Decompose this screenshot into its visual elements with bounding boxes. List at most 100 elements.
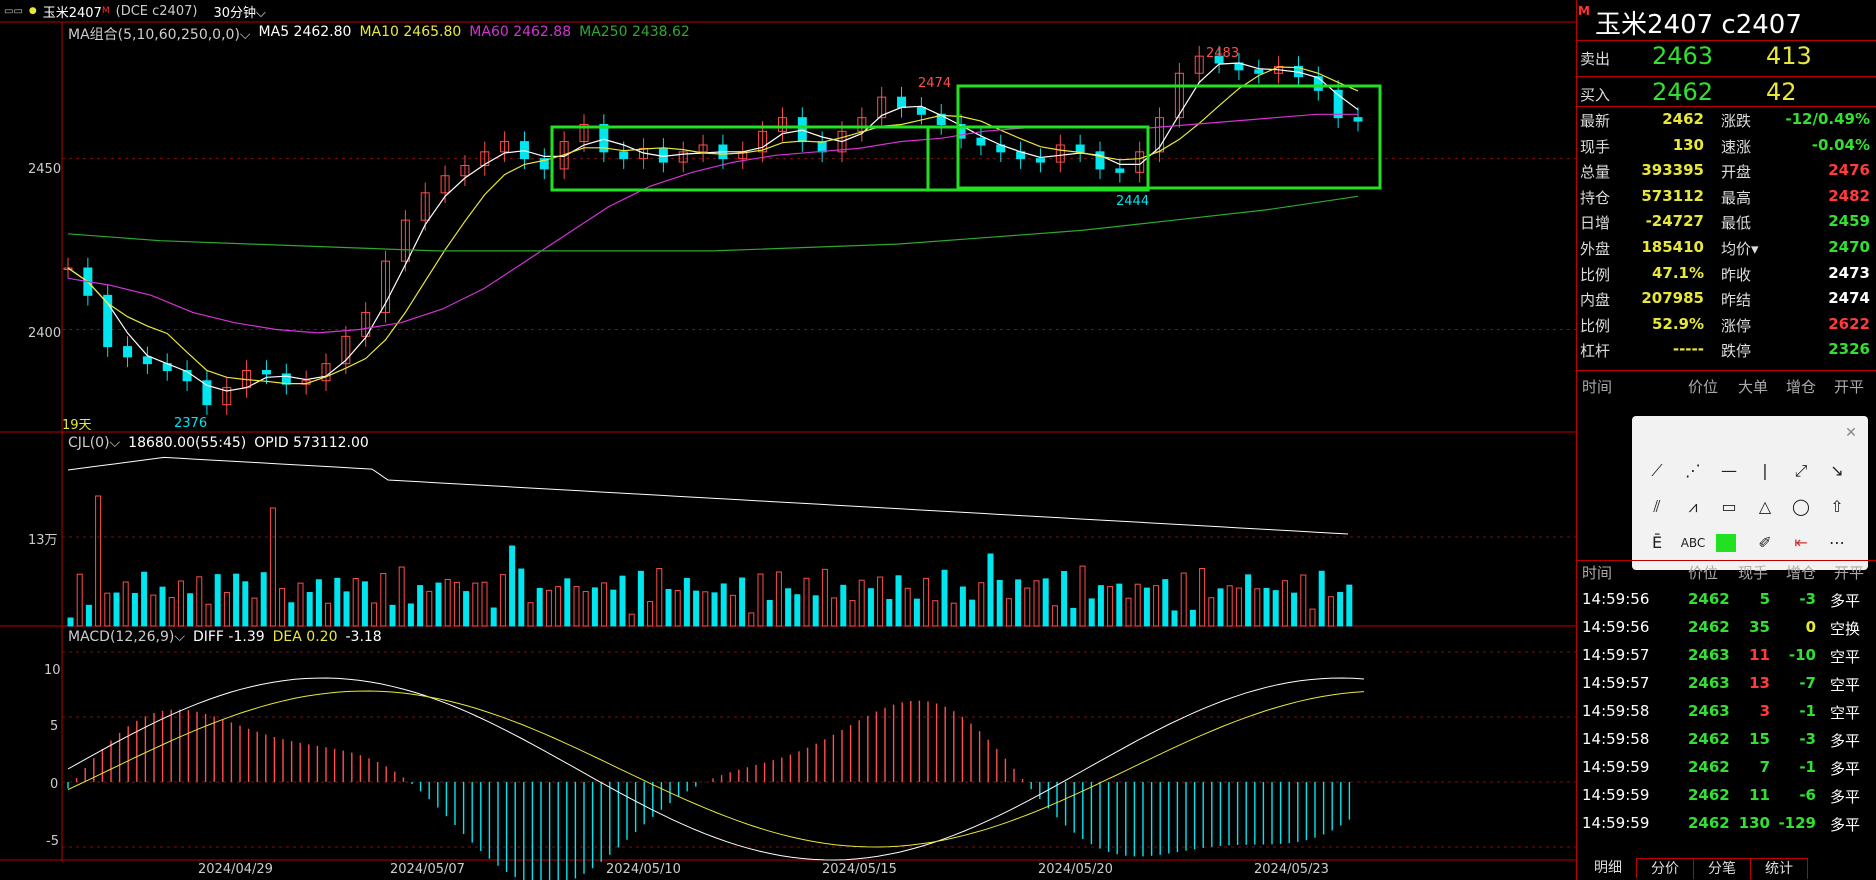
candle-body — [261, 370, 271, 375]
volume-bar — [693, 590, 700, 627]
volume-bar — [288, 602, 295, 627]
volume-bar — [131, 592, 138, 627]
tick-cell: 14:59:58 — [1582, 702, 1650, 720]
candle-body — [1254, 69, 1264, 74]
polyline-tool-icon[interactable]: ⩘ — [1688, 497, 1698, 516]
tick-cell: 多平 — [1830, 732, 1861, 750]
menu-icon[interactable]: ▭▭ — [4, 5, 23, 17]
volume-bar — [941, 569, 948, 627]
ray-tool-icon[interactable]: ↘ — [1830, 461, 1844, 480]
stat-value: 52.9% — [1651, 314, 1704, 333]
candle-body — [579, 124, 589, 143]
rectangle-tool-icon[interactable]: ▭ — [1721, 497, 1737, 516]
chart-canvas[interactable] — [0, 0, 1576, 880]
annotation-tool-icon[interactable]: ⇤ — [1794, 533, 1808, 552]
close-icon[interactable]: ✕ — [1845, 425, 1857, 441]
stat-value: -0.04% — [1811, 135, 1870, 154]
fibonacci-tool-icon[interactable]: Ē — [1651, 533, 1663, 552]
open-interest-value: OPID 573112.00 — [254, 435, 369, 451]
candle-body — [916, 106, 926, 115]
volume-bar — [877, 576, 884, 627]
ma-combo-selector[interactable]: MA组合(5,10,60,250,0,0)⌵ — [68, 27, 251, 43]
column-header: 开平 — [1834, 564, 1865, 582]
more-tools-icon[interactable]: ⋯ — [1829, 533, 1845, 552]
stat-value: -12/0.49% — [1785, 110, 1870, 128]
candle-body — [420, 192, 430, 221]
volume-bar — [233, 573, 240, 627]
volume-bar — [1143, 587, 1150, 627]
low-price-label: 2376 — [174, 416, 208, 431]
period-selector[interactable]: 30分钟⌵ — [213, 5, 266, 21]
volume-bar — [1226, 585, 1233, 627]
volume-bar — [113, 592, 120, 627]
ma250-value: MA250 2438.62 — [579, 24, 690, 40]
candle-body — [817, 141, 827, 153]
parallel-lines-tool-icon[interactable]: ⫽ — [1653, 497, 1661, 516]
volume-bar — [85, 604, 92, 627]
arrow-up-tool-icon[interactable]: ⇧ — [1830, 497, 1844, 516]
candle-body — [1174, 72, 1184, 119]
ellipse-tool-icon[interactable]: ◯ — [1792, 497, 1810, 516]
high-price-label: 2483 — [1206, 46, 1240, 61]
stat-label: 杠杆 — [1580, 342, 1611, 361]
volume-selector[interactable]: CJL(0)⌵ — [68, 435, 121, 451]
stat-label: 持仓 — [1580, 188, 1611, 207]
candle-body — [460, 165, 470, 177]
volume-bar — [306, 592, 313, 627]
volume-bar — [969, 599, 976, 627]
volume-bar — [1088, 598, 1095, 627]
candle-body — [1333, 89, 1343, 119]
tab-statistics[interactable]: 统计 — [1751, 858, 1808, 879]
tick-cell: -1 — [1799, 702, 1816, 720]
date-axis-label: 2024/05/20 — [1038, 862, 1113, 877]
drawing-toolbar: ✕ ⟋ ⋰ — | ⤢ ↘ ⫽ ⩘ ▭ △ ◯ ⇧ Ē ABC ✐ ⇤ ⋯ — [1632, 416, 1868, 570]
tab-price-dist[interactable]: 分价 — [1637, 858, 1694, 879]
candle-body — [897, 96, 907, 108]
volume-bar — [913, 598, 920, 627]
volume-bar — [766, 599, 773, 627]
dashed-line-tool-icon[interactable]: ⋰ — [1685, 461, 1701, 480]
volume-bar — [279, 587, 286, 627]
segment-tool-icon[interactable]: ⤢ — [1794, 461, 1808, 480]
candle-body — [341, 335, 351, 365]
line-tool-icon[interactable]: ⟋ — [1651, 461, 1663, 480]
stat-label: 最新 — [1580, 112, 1611, 130]
candle-body — [1353, 117, 1363, 122]
column-header: 现手 — [1738, 564, 1769, 582]
volume-bar — [76, 573, 83, 627]
tick-cell: 2462 — [1688, 590, 1730, 608]
date-axis-label: 2024/05/15 — [822, 862, 897, 877]
tick-cell: 14:59:59 — [1582, 758, 1650, 776]
stat-value: 2459 — [1828, 212, 1870, 231]
tick-row: 14:59:57 2463 13 -7 空平 — [1580, 674, 1870, 702]
volume-bar — [794, 594, 801, 627]
stat-label: 昨收 — [1721, 265, 1752, 284]
volume-bar — [656, 568, 663, 627]
date-axis-label: 2024/05/23 — [1254, 862, 1329, 877]
mid-high-label: 2474 — [918, 76, 952, 91]
tick-cell: 5 — [1759, 590, 1770, 608]
tab-detail[interactable]: 明细 — [1580, 858, 1637, 878]
volume-bar — [1171, 610, 1178, 627]
eraser-tool-icon[interactable]: ✐ — [1758, 533, 1772, 552]
triangle-tool-icon[interactable]: △ — [1758, 497, 1772, 516]
color-picker-swatch[interactable] — [1716, 534, 1736, 552]
volume-bar — [1318, 570, 1325, 627]
vertical-line-tool-icon[interactable]: | — [1762, 461, 1768, 480]
volume-bar — [904, 587, 911, 627]
ma-indicator-line: MA组合(5,10,60,250,0,0)⌵ MA5 2462.80 MA10 … — [68, 24, 690, 44]
date-axis-label: 2024/04/29 — [198, 862, 273, 877]
volume-bar — [840, 584, 847, 627]
volume-bar — [205, 603, 212, 627]
stat-label: 总量 — [1580, 163, 1611, 182]
macd-selector[interactable]: MACD(12,26,9)⌵ — [68, 629, 185, 645]
tick-row: 14:59:56 2462 5 -3 多平 — [1580, 590, 1870, 618]
text-tool-icon[interactable]: ABC — [1680, 536, 1706, 550]
ma60-line — [67, 113, 1358, 334]
horizontal-line-tool-icon[interactable]: — — [1721, 461, 1737, 480]
stat-value: 130 — [1672, 135, 1704, 154]
tab-tick-by-tick[interactable]: 分笔 — [1694, 858, 1751, 879]
macd-axis-label: 10 — [44, 663, 61, 678]
volume-bar — [196, 576, 203, 627]
tick-cell: 2462 — [1688, 814, 1730, 832]
